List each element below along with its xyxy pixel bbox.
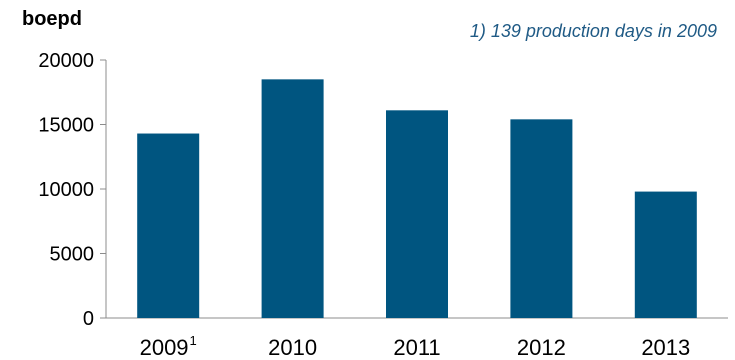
y-tick-label: 5000 <box>50 244 95 266</box>
x-category-label: 2012 <box>517 335 566 360</box>
y-tick-label: 15000 <box>38 115 94 137</box>
category-text: 2010 <box>268 335 317 360</box>
bar-2012 <box>510 119 573 318</box>
category-footnote-marker: 1 <box>190 333 197 348</box>
annotation-note: 1) 139 production days in 2009 <box>470 21 717 41</box>
y-tick-label: 10000 <box>38 179 94 201</box>
x-category-label: 20091 <box>140 333 197 360</box>
bar-2013 <box>634 191 697 318</box>
x-axis-labels: 20091 2010 2011 2012 2013 <box>140 333 691 360</box>
category-text: 2013 <box>641 335 690 360</box>
bar-2011 <box>386 110 448 318</box>
y-tick-label: 0 <box>83 308 94 330</box>
x-category-label: 2011 <box>393 335 440 360</box>
y-tick-label: 20000 <box>38 50 94 72</box>
category-text: 2011 <box>393 335 440 360</box>
category-text: 2012 <box>517 335 566 360</box>
category-text: 2009 <box>140 335 189 360</box>
bar-2010 <box>261 79 324 318</box>
bar-2009 <box>137 133 200 318</box>
y-axis-ticks: 0 5000 10000 15000 20000 <box>38 50 106 330</box>
x-category-label: 2010 <box>268 335 317 360</box>
x-category-label: 2013 <box>641 335 690 360</box>
bars-group <box>137 79 697 318</box>
y-axis-unit-label: boepd <box>22 8 82 30</box>
